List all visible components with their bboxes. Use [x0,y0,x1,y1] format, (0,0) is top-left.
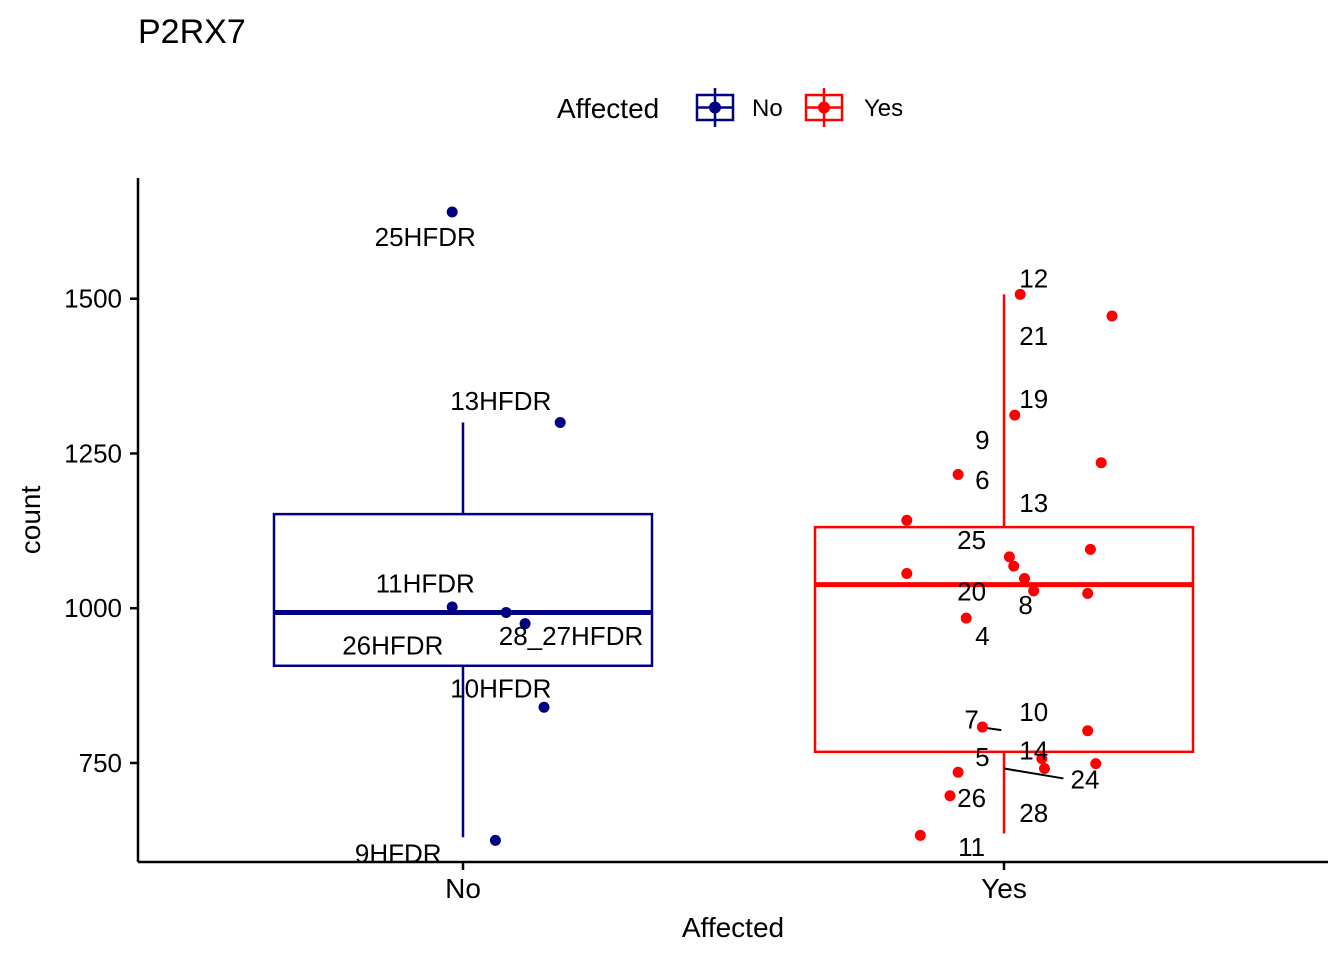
label-connector [1003,767,1064,780]
point-label: 10HFDR [450,674,551,704]
data-point [1082,587,1094,599]
data-point [1008,560,1020,572]
data-point [1009,409,1021,421]
legend-title: Affected [557,93,659,124]
point-label: 13HFDR [450,386,551,416]
data-point [1014,288,1026,300]
x-tick-label: Yes [981,873,1027,904]
point-label: 8 [1018,590,1032,620]
point-label: 12 [1019,263,1048,293]
y-tick-label: 1000 [64,593,122,623]
point-label: 9HFDR [355,838,442,868]
y-tick-label: 1500 [64,284,122,314]
point-label: 25HFDR [375,222,476,252]
y-tick-label: 1250 [64,438,122,468]
point-label: 4 [975,621,989,651]
point-label: 13 [1019,488,1048,518]
data-point [538,701,550,713]
data-point [500,607,512,619]
chart-title: P2RX7 [138,13,246,51]
data-point [914,829,926,841]
data-point [446,206,458,218]
data-point [952,469,964,481]
x-axis-title: Affected [682,912,784,943]
legend: Affected No Yes [557,88,903,127]
data-point [1039,763,1050,775]
data-point [1036,753,1048,765]
point-label: 11HFDR [376,568,475,598]
point-label: 9 [975,425,989,455]
data-point [489,834,501,846]
point-label: 28 [1019,798,1048,828]
point-label: 19 [1019,384,1048,414]
legend-key-yes [804,88,844,127]
point-label: 7 [964,705,978,735]
point-label: 24 [1071,765,1100,795]
point-label: 25 [957,525,986,555]
data-point [901,568,913,580]
point-label: 20 [957,576,986,606]
data-point [1003,551,1015,563]
data-point [519,618,531,630]
point-label: 21 [1019,321,1048,351]
point-label: 10 [1019,697,1048,727]
data-point [446,601,458,613]
data-point [1019,572,1031,584]
point-label: 26 [957,783,986,813]
data-point [952,766,964,778]
data-point [1028,585,1040,597]
legend-label-yes: Yes [864,95,903,122]
point-label: 14 [1019,736,1048,766]
axes: 750 1000 1250 1500 No Yes [64,178,1328,904]
point-label: 28_27HFDR [499,621,644,651]
box-yes [813,525,1195,754]
data-point [554,417,566,429]
data-point [1082,725,1094,737]
box-no [272,512,654,668]
legend-key-no [695,88,735,127]
data-point [1084,543,1096,555]
point-label: 26HFDR [342,630,443,660]
point-label: 11 [958,832,985,862]
legend-label-no: No [752,95,783,122]
y-axis-title: count [15,486,46,555]
data-point [960,612,972,624]
data-point [976,721,988,733]
data-point [1106,310,1118,322]
data-point [1090,758,1102,770]
point-label: 5 [975,742,989,772]
y-tick-label: 750 [79,748,122,778]
x-tick-label: No [445,873,481,904]
data-point [944,790,956,802]
point-label: 6 [975,465,989,495]
data-point [901,514,913,526]
data-point [1095,457,1107,469]
plot-area: 25HFDR 13HFDR 11HFDR 26HFDR 28_27HFDR 10HFDR 9… [272,206,1195,868]
